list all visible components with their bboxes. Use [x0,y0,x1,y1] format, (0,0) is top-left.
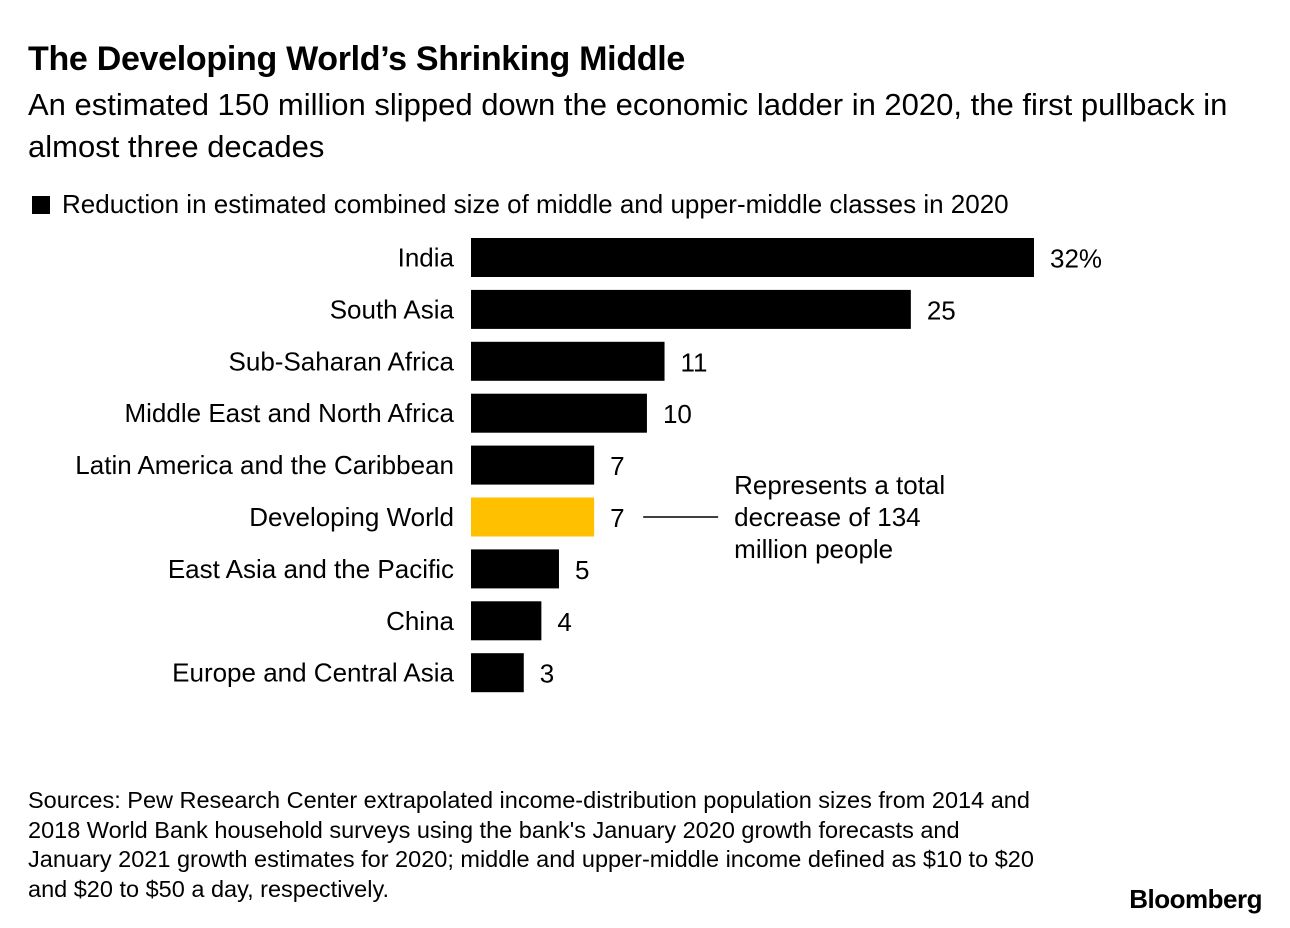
bar-india [471,238,1034,277]
source-footnote: Sources: Pew Research Center extrapolate… [28,787,1034,902]
bar-china [471,601,542,641]
category-label-sub-saharan-africa: Sub-Saharan Africa [229,346,455,376]
value-label-sub-saharan-africa: 11 [681,347,708,377]
annotation-text-line: decrease of 134 [734,502,920,532]
bar-latin-america-and-the-caribbean [471,445,595,485]
bar-east-asia-and-the-pacific [471,549,559,589]
category-label-india: India [398,243,455,273]
bar-sub-saharan-africa [471,341,665,381]
category-label-developing-world: Developing World [249,502,454,532]
value-label-middle-east-and-north-africa: 10 [663,399,692,429]
annotation-text-line: million people [734,534,893,564]
bar-south-asia [471,289,911,329]
value-label-developing-world: 7 [610,503,624,533]
category-label-china: China [386,606,454,636]
category-label-east-asia-and-the-pacific: East Asia and the Pacific [168,554,454,584]
category-label-south-asia: South Asia [330,294,455,324]
value-label-china: 4 [557,607,571,637]
bar-developing-world [471,497,595,537]
value-label-south-asia: 25 [927,295,956,325]
brand-logo: Bloomberg [1129,884,1262,914]
chart-title: The Developing World’s Shrinking Middle [28,40,686,78]
category-label-middle-east-and-north-africa: Middle East and North Africa [125,398,455,428]
annotation-text-line: Represents a total [734,470,945,500]
value-label-latin-america-and-the-caribbean: 7 [610,451,624,481]
category-label-europe-and-central-asia: Europe and Central Asia [172,658,454,688]
value-label-east-asia-and-the-pacific: 5 [575,555,589,585]
value-label-india: 32% [1050,244,1102,274]
legend-swatch [32,195,50,214]
legend-label: Reduction in estimated combined size of … [62,189,1009,219]
legend: Reduction in estimated combined size of … [32,189,1009,220]
category-label-latin-america-and-the-caribbean: Latin America and the Caribbean [75,450,454,480]
value-label-europe-and-central-asia: 3 [540,659,554,689]
chart-subtitle: An estimated 150 million slipped down th… [28,87,1228,164]
bar-europe-and-central-asia [471,653,524,693]
bar-middle-east-and-north-africa [471,393,647,433]
